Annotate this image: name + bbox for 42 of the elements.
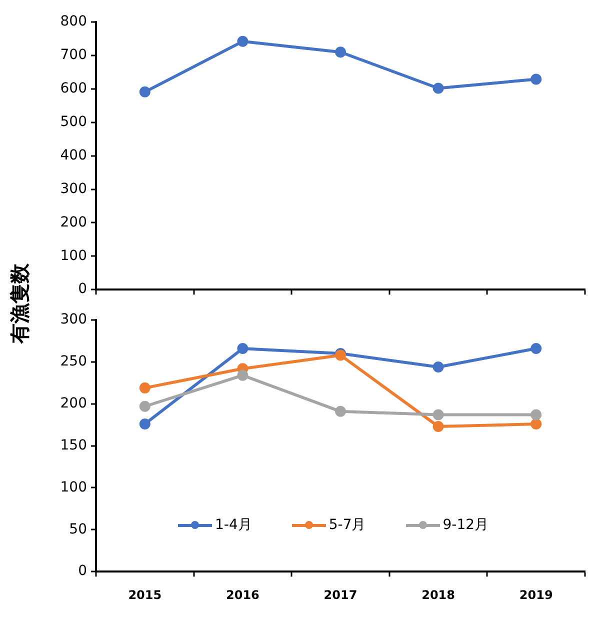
y-tick-label: 400 [60,147,87,164]
x-tick-label: 2017 [324,588,358,602]
y-tick-label: 800 [60,14,87,30]
y-tick-label: 200 [60,396,87,412]
point [530,74,542,85]
point [432,361,444,372]
x-tick-label: 2019 [519,588,553,602]
point [432,409,444,420]
point [237,343,248,354]
y-tick-label: 100 [60,248,87,264]
y-tick-label: 600 [60,80,87,97]
y-tick-label: 200 [60,214,87,230]
x-tick-label: 2018 [422,588,456,602]
point [432,82,444,94]
point [139,86,150,98]
x-tick-label: 2016 [226,588,260,602]
legend-label: 1-4月 [215,516,252,534]
y-tick-label: 300 [60,180,87,197]
point [335,46,346,58]
point [139,400,150,412]
point [530,409,542,420]
legend-label: 9-12月 [442,516,489,534]
point [237,36,248,47]
y-tick-label: 100 [60,479,87,496]
point [139,418,150,430]
point [530,343,542,354]
y-axis-title: 有漁隻数 [6,262,32,346]
point [139,382,150,394]
point [237,370,248,381]
y-tick-label: 0 [78,563,87,580]
legend-label: 5-7月 [328,516,366,534]
y-tick-label: 250 [60,354,87,370]
y-tick-label: 0 [78,281,87,298]
point [335,406,346,417]
x-tick-label: 2015 [128,588,162,602]
y-tick-label: 500 [60,114,87,130]
y-tick-label: 50 [69,521,87,538]
y-tick-label: 150 [60,437,87,454]
y-tick-label: 700 [60,47,87,64]
point [530,418,542,430]
point [432,421,444,432]
y-tick-label: 300 [60,312,87,328]
